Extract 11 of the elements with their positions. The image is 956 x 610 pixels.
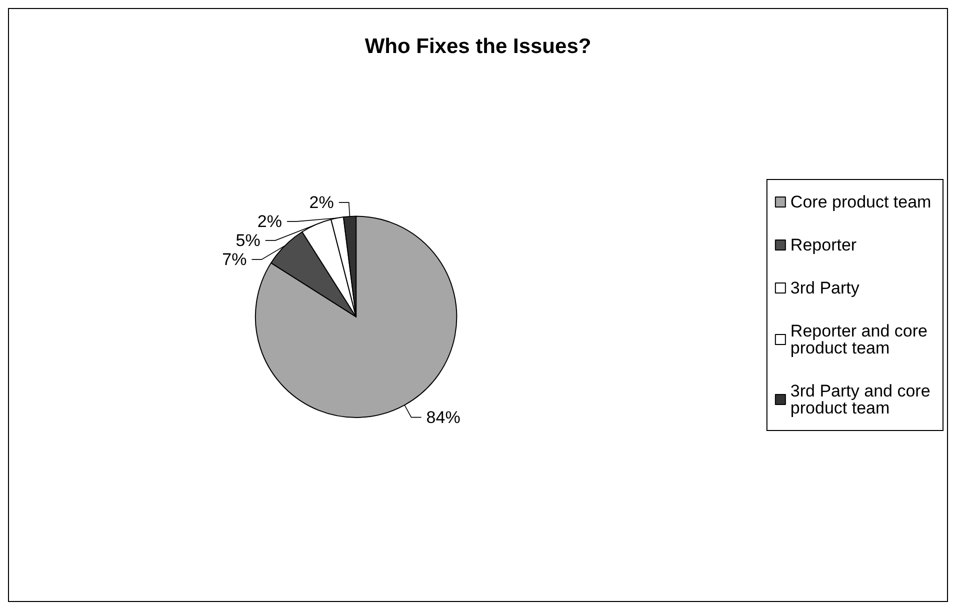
data-label: 2% [257,212,282,231]
legend-label: Reporter [790,236,857,254]
data-label: 7% [222,250,247,269]
legend-label: 3rd Party and core product team [790,382,936,418]
data-label: 84% [426,408,460,427]
data-label: 2% [309,192,334,212]
legend-label: Reporter and core product team [790,322,932,358]
legend-label: Core product team [790,192,932,212]
chart-title: Who Fixes the Issues? [364,35,592,58]
data-label: 5% [236,230,260,250]
legend-label: 3rd Party [790,278,860,298]
